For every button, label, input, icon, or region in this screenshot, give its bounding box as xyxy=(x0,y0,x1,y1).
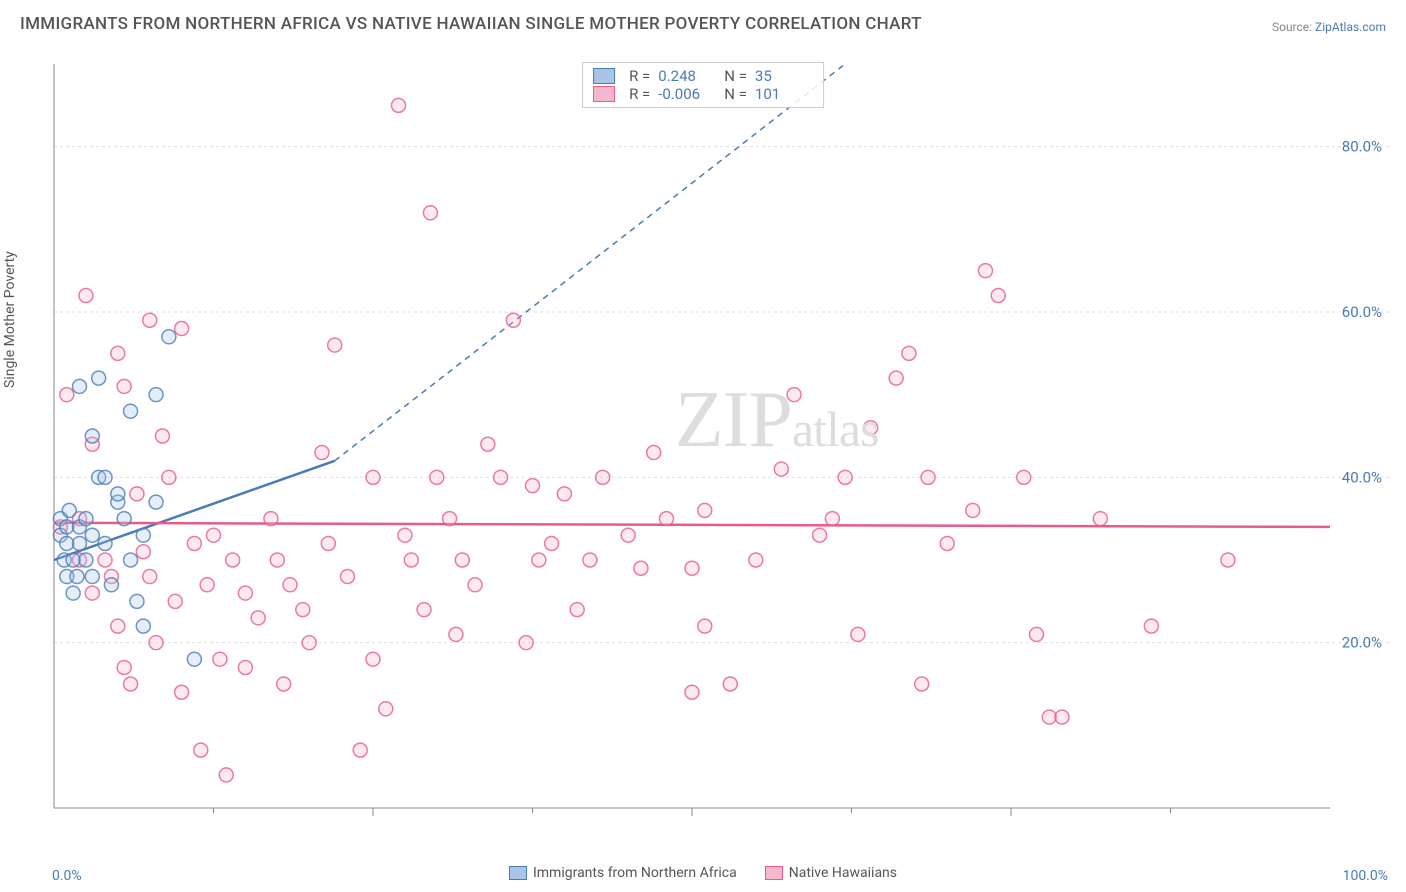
chart-plot-area: 20.0% 40.0% 60.0% 80.0% xyxy=(50,60,1390,820)
svg-text:60.0%: 60.0% xyxy=(1342,303,1382,321)
legend-item: Immigrants from Northern Africa xyxy=(509,865,737,881)
bottom-legend: Immigrants from Northern Africa Native Ha… xyxy=(0,865,1406,884)
r-value: -0.006 xyxy=(658,85,716,103)
n-value: 35 xyxy=(755,67,813,85)
y-axis-label: Single Mother Poverty xyxy=(2,251,18,388)
svg-text:80.0%: 80.0% xyxy=(1342,138,1382,156)
n-value: 101 xyxy=(755,85,813,103)
legend-swatch xyxy=(593,68,615,84)
stats-row: R = -0.006 N = 101 xyxy=(593,85,813,103)
n-label: N = xyxy=(724,85,747,103)
chart-title: IMMIGRANTS FROM NORTHERN AFRICA VS NATIV… xyxy=(20,14,922,34)
n-label: N = xyxy=(724,67,747,85)
source-attribution: Source: ZipAtlas.com xyxy=(1272,20,1386,34)
scatter-chart-svg: 20.0% 40.0% 60.0% 80.0% xyxy=(50,60,1390,820)
legend-label: Native Hawaiians xyxy=(789,865,897,881)
stats-legend: R = 0.248 N = 35 R = -0.006 N = 101 xyxy=(582,62,824,108)
r-label: R = xyxy=(629,67,650,85)
legend-swatch xyxy=(593,86,615,102)
legend-swatch xyxy=(765,866,783,880)
svg-text:20.0%: 20.0% xyxy=(1342,634,1382,652)
stats-row: R = 0.248 N = 35 xyxy=(593,67,813,85)
r-label: R = xyxy=(629,85,650,103)
source-prefix: Source: xyxy=(1272,20,1315,34)
r-value: 0.248 xyxy=(658,67,716,85)
legend-swatch xyxy=(509,866,527,880)
legend-item: Native Hawaiians xyxy=(765,865,897,881)
svg-text:40.0%: 40.0% xyxy=(1342,468,1382,486)
legend-label: Immigrants from Northern Africa xyxy=(533,865,737,881)
source-link[interactable]: ZipAtlas.com xyxy=(1315,20,1386,34)
